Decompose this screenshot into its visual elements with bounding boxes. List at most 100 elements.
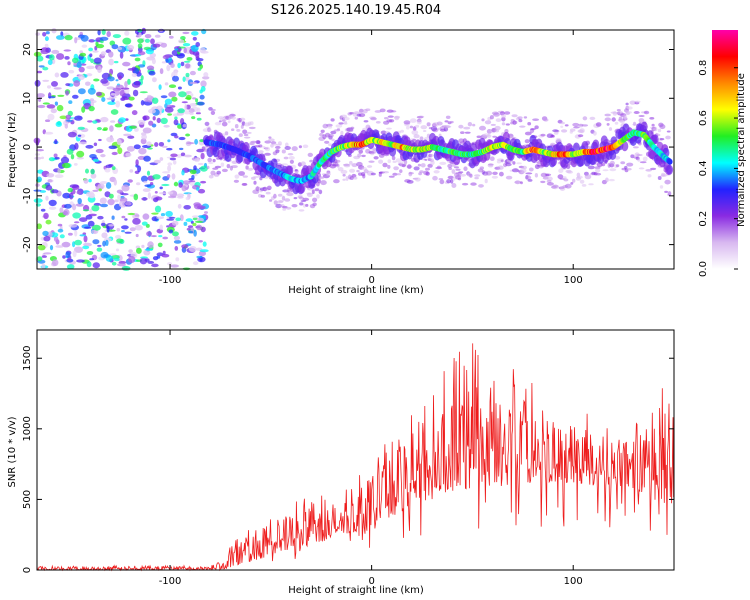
- noise-blob: [102, 240, 106, 247]
- noise-blob: [143, 180, 148, 184]
- noise-blob: [152, 43, 161, 48]
- noise-blob: [146, 65, 155, 71]
- noise-blob: [193, 229, 197, 237]
- noise-blob: [146, 231, 153, 237]
- noise-blob: [189, 112, 194, 115]
- noise-blob: [168, 35, 174, 39]
- ridge-halo-blob: [356, 169, 360, 173]
- ridge-halo-blob: [479, 166, 484, 170]
- ridge-halo-blob: [333, 129, 341, 132]
- noise-blob: [121, 265, 131, 271]
- ridge-halo-blob: [281, 149, 286, 154]
- noise-blob: [35, 32, 40, 36]
- noise-blob: [184, 104, 188, 111]
- ridge-halo-blob: [248, 126, 256, 130]
- noise-blob: [166, 147, 173, 151]
- ridge-halo-blob: [214, 165, 222, 169]
- noise-blob: [183, 221, 188, 226]
- noise-blob: [110, 109, 119, 115]
- noise-blob: [78, 74, 85, 81]
- noise-blob: [62, 210, 68, 216]
- ridge-halo-blob: [460, 131, 465, 135]
- ridge-halo-blob: [231, 128, 235, 131]
- ridge-halo-blob: [214, 121, 222, 126]
- ridge-halo-blob: [514, 168, 518, 171]
- spectrogram-y-ticks: -20 -10 0 10 20: [22, 43, 674, 253]
- noise-blob: [137, 38, 144, 44]
- noise-blob: [136, 182, 141, 186]
- ridge-halo-blob: [298, 145, 302, 149]
- noise-blob: [152, 116, 156, 121]
- noise-blob: [186, 57, 193, 61]
- ridge-halo-blob: [445, 115, 451, 120]
- noise-blob: [110, 93, 117, 96]
- ridge-halo-blob: [546, 179, 552, 183]
- noise-blob: [173, 181, 179, 187]
- ridge-halo-blob: [612, 111, 618, 116]
- noise-blob: [42, 79, 50, 82]
- ridge-halo-blob: [250, 141, 256, 146]
- ridge-halo-blob: [521, 165, 528, 170]
- ridge-halo-blob: [458, 124, 464, 129]
- ridge-halo-blob: [378, 159, 384, 164]
- ridge-halo-blob: [407, 164, 412, 169]
- noise-blob: [57, 94, 65, 97]
- spectrogram-y-tick-label: 20: [22, 43, 33, 56]
- noise-blob: [61, 241, 71, 248]
- noise-blob: [141, 134, 148, 140]
- noise-blob: [93, 142, 98, 147]
- ridge-halo-blob: [512, 161, 516, 165]
- ridge-halo-blob: [266, 185, 272, 190]
- noise-blob: [168, 91, 177, 98]
- noise-blob: [159, 224, 163, 231]
- noise-blob: [190, 220, 194, 224]
- ridge-halo-blob: [255, 186, 261, 191]
- spectrogram-y-tick-label: 10: [22, 92, 33, 105]
- noise-blob: [174, 246, 179, 251]
- noise-blob: [194, 138, 199, 145]
- noise-blob: [168, 229, 174, 234]
- noise-blob: [45, 219, 52, 225]
- ridge-halo-blob: [375, 121, 381, 124]
- noise-blob: [50, 108, 57, 114]
- spectrogram-frame: [36, 29, 675, 270]
- ridge-halo-blob: [495, 118, 502, 122]
- snr-y-ticks: 0 500 1000 1500: [22, 346, 674, 573]
- ridge-halo-blob: [354, 116, 358, 120]
- ridge-halo-blob: [530, 128, 536, 131]
- ridge-halo-blob: [210, 110, 216, 115]
- ridge-halo-blob: [501, 122, 506, 126]
- noise-blob: [117, 47, 123, 50]
- ridge-halo-blob: [638, 167, 645, 170]
- ridge-halo-blob: [492, 135, 497, 138]
- ridge-halo-blob: [286, 191, 294, 197]
- noise-blob: [199, 89, 203, 94]
- noise-blob: [57, 168, 61, 174]
- noise-blob: [116, 189, 123, 194]
- noise-blob: [174, 135, 179, 139]
- noise-blob: [127, 78, 131, 85]
- noise-blob: [41, 255, 47, 258]
- noise-blob: [164, 98, 173, 105]
- noise-blob: [113, 60, 119, 64]
- noise-blob: [124, 231, 132, 234]
- noise-blob: [190, 93, 194, 97]
- noise-blob: [76, 150, 85, 158]
- noise-blob: [180, 61, 185, 67]
- noise-blob: [109, 125, 114, 132]
- noise-blob: [129, 125, 137, 129]
- noise-blob: [168, 216, 176, 219]
- noise-blob: [117, 194, 121, 200]
- ridge-halo-blob: [534, 173, 539, 178]
- noise-blob: [46, 173, 55, 178]
- ridge-halo-blob: [264, 140, 272, 144]
- snr-y-tick-label: 1500: [22, 346, 33, 371]
- ridge-halo-blob: [634, 100, 641, 103]
- noise-blob: [123, 133, 132, 137]
- noise-blob: [82, 209, 90, 212]
- ridge-halo-blob: [667, 191, 672, 196]
- noise-blob: [164, 82, 169, 86]
- noise-blob: [100, 78, 109, 84]
- ridge-halo-blob: [525, 175, 532, 180]
- noise-blob: [185, 133, 191, 137]
